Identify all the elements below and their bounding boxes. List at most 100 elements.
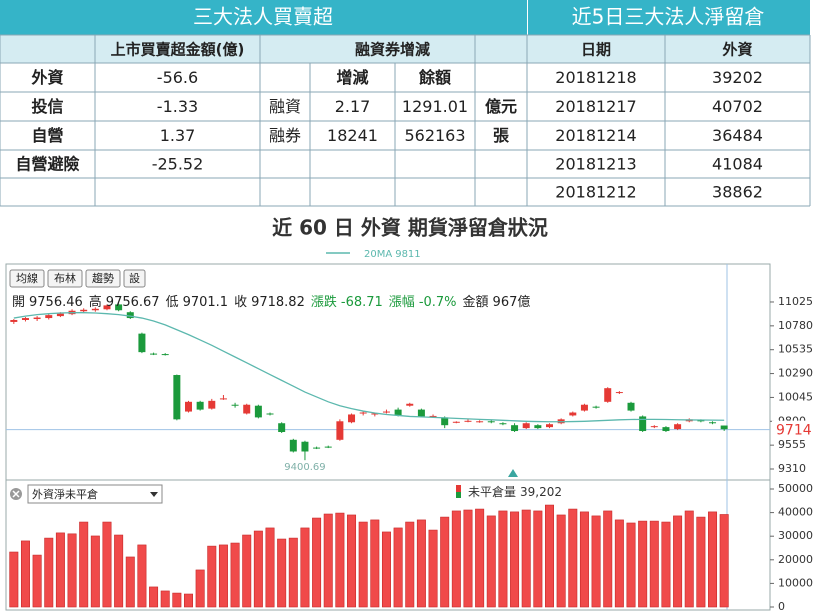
candle-body (592, 406, 600, 408)
bar (67, 533, 77, 608)
info-value: -0.7% (419, 295, 457, 310)
table-title: 近5日三大法人淨留倉 (572, 5, 765, 29)
candle-body (604, 388, 612, 402)
bar (20, 540, 30, 608)
bar (649, 520, 659, 608)
candle-body (45, 315, 53, 319)
bar (253, 530, 263, 608)
bar (149, 586, 159, 608)
info-value: 9701.1 (183, 295, 229, 310)
dropdown-arrow (150, 492, 158, 497)
y-tick-label: 40000 (778, 506, 813, 519)
bar (521, 509, 531, 608)
bar-legend: 未平倉量 39,202 (468, 484, 562, 499)
bar (556, 514, 566, 608)
info-value: 9756.67 (106, 295, 160, 310)
bar (498, 510, 508, 608)
y-tick-label: 10045 (778, 390, 813, 403)
table-cell: -1.33 (157, 97, 198, 116)
bar (277, 538, 287, 608)
table-cell: 562163 (404, 126, 465, 145)
candle-body (278, 423, 286, 433)
chart-title: 近 60 日 外資 期貨淨留倉狀況 (272, 216, 548, 240)
bar (719, 514, 729, 608)
candle-body (487, 421, 495, 423)
legend-value: 9811 (395, 249, 420, 260)
table-cell: -25.52 (152, 155, 204, 174)
bar (626, 522, 636, 608)
candle-body (674, 424, 682, 430)
table-cell: 40702 (712, 97, 763, 116)
toolbar-button[interactable] (123, 269, 146, 288)
candle-body (534, 425, 542, 429)
table-cell: 融資 (269, 97, 301, 116)
bar (568, 508, 578, 608)
candle-body (371, 413, 379, 415)
bar (9, 551, 19, 608)
y-tick-label: 0 (778, 600, 785, 613)
bar (323, 513, 333, 608)
candle-body (511, 425, 519, 432)
candle-body (499, 423, 507, 425)
table-cell: 自營避險 (15, 155, 79, 174)
bar (486, 515, 496, 608)
candle-body (80, 309, 88, 312)
bar (172, 592, 182, 608)
info-name: 低 (166, 295, 179, 310)
y-tick-label: 10535 (778, 343, 813, 356)
candle-body (103, 305, 111, 310)
bar (137, 544, 147, 608)
candle-body (429, 415, 437, 417)
candle-body (615, 392, 623, 394)
table-cell: 投信 (31, 97, 63, 116)
bar (405, 521, 415, 608)
toolbar-button[interactable] (85, 269, 121, 288)
bar (265, 527, 275, 608)
table-cell: 增減 (336, 68, 368, 87)
legend-icon (456, 485, 461, 492)
y-tick-label: 9555 (778, 438, 806, 451)
candle-body (185, 401, 192, 412)
candle-body (464, 420, 472, 422)
bar (510, 511, 520, 608)
bar (393, 527, 403, 608)
legend: 20MA 9811 (364, 249, 421, 260)
candle-body (650, 426, 658, 428)
candle-body (348, 414, 356, 423)
toolbar-button[interactable] (47, 269, 83, 288)
candle-body (138, 333, 146, 353)
bar (451, 510, 461, 608)
selector[interactable] (27, 484, 163, 504)
y-tick-label: 9310 (778, 462, 806, 475)
toolbar-button[interactable] (9, 269, 45, 288)
ma-line (13, 312, 725, 423)
info-value: 9718.82 (251, 295, 305, 310)
bar (638, 520, 648, 608)
table-cell: 2.17 (335, 97, 371, 116)
y-tick-label: 10780 (778, 319, 813, 332)
candle-body (243, 404, 251, 414)
info-value: 9756.46 (29, 295, 83, 310)
bar (475, 508, 485, 608)
table-header: 日期 (581, 41, 611, 59)
y-tick-label: 30000 (778, 529, 813, 542)
candle-body (709, 422, 717, 424)
toolbar-label: 設 (129, 271, 140, 285)
info-line: 開 9756.46 高 9756.67 低 9701.1 收 9718.82 漲跌 -68.71 漲… (12, 294, 530, 310)
candle-body (10, 319, 18, 322)
table-cell: 自營 (31, 126, 63, 145)
info-name: 金額 (463, 294, 489, 310)
candle-body (336, 421, 344, 440)
table-cell: 20181213 (555, 155, 636, 174)
bar-legend-name: 未平倉量 (468, 484, 516, 499)
bar (696, 516, 706, 608)
candle-body (301, 441, 309, 452)
toolbar-label: 趨勢 (92, 271, 114, 285)
candle-body (476, 421, 484, 423)
table-cell: 18241 (327, 126, 378, 145)
y-tick-label: 11025 (778, 295, 813, 308)
bar (370, 519, 380, 608)
table-cell: 36484 (712, 126, 763, 145)
bar (603, 510, 613, 608)
candle-body (627, 402, 635, 411)
